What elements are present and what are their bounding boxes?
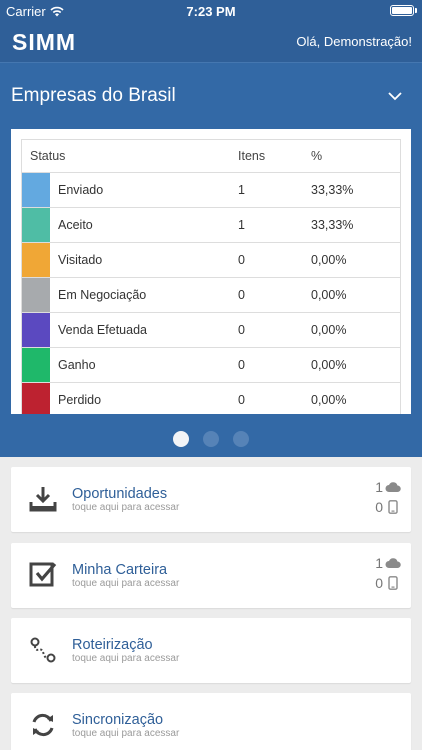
status-label: Perdido — [50, 382, 230, 414]
wifi-icon — [50, 6, 64, 17]
status-label: Aceito — [50, 207, 230, 243]
menu-title: Minha Carteira — [72, 562, 168, 578]
status-summary-card: Status Itens % Enviado 1 33,33% Aceito 1… — [11, 129, 411, 414]
battery-icon — [390, 5, 417, 16]
status-percent: 0,00% — [303, 382, 401, 414]
status-label: Em Negociação — [50, 277, 230, 313]
status-table: Status Itens % Enviado 1 33,33% Aceito 1… — [21, 139, 401, 414]
menu-title: Oportunidades — [72, 486, 168, 502]
status-label: Venda Efetuada — [50, 312, 230, 348]
status-percent: 33,33% — [303, 207, 401, 243]
table-header-row: Status Itens % — [21, 139, 401, 173]
page-dot[interactable] — [173, 431, 189, 447]
cloud-count: 1 — [375, 555, 383, 571]
status-items: 1 — [230, 172, 303, 208]
status-bar: Carrier 7:23 PM — [0, 0, 422, 22]
company-name[interactable]: Empresas do Brasil — [11, 85, 176, 106]
status-color-swatch — [22, 173, 50, 207]
checkbox-icon — [29, 562, 57, 587]
menu-item-roteirizacao[interactable]: Roteirização toque aqui para acessar — [11, 618, 411, 683]
table-row: Venda Efetuada 0 0,00% — [21, 312, 401, 348]
table-row: Aceito 1 33,33% — [21, 207, 401, 243]
status-items: 0 — [230, 242, 303, 278]
status-percent: 0,00% — [303, 277, 401, 313]
page-dot[interactable] — [233, 431, 249, 447]
menu-item-minha-carteira[interactable]: Minha Carteira toque aqui para acessar 1… — [11, 543, 411, 608]
route-icon — [30, 637, 56, 663]
column-header-items: Itens — [230, 139, 303, 173]
status-percent: 0,00% — [303, 347, 401, 383]
cloud-count: 1 — [375, 479, 383, 495]
status-percent: 33,33% — [303, 172, 401, 208]
carrier-label: Carrier — [6, 4, 46, 19]
clock: 7:23 PM — [186, 4, 236, 19]
status-label: Enviado — [50, 172, 230, 208]
menu-subtitle: toque aqui para acessar — [72, 502, 180, 513]
status-color-swatch — [22, 383, 50, 414]
page-dot[interactable] — [203, 431, 219, 447]
menu-title: Roteirização — [72, 637, 153, 653]
phone-icon — [388, 576, 398, 590]
status-color-swatch — [22, 243, 50, 277]
status-percent: 0,00% — [303, 242, 401, 278]
table-row: Enviado 1 33,33% — [21, 172, 401, 208]
status-items: 0 — [230, 277, 303, 313]
status-percent: 0,00% — [303, 312, 401, 348]
phone-icon — [388, 500, 398, 514]
table-row: Perdido 0 0,00% — [21, 382, 401, 414]
inbox-download-icon — [29, 487, 57, 512]
status-items: 0 — [230, 382, 303, 414]
dashboard-panel[interactable]: Empresas do Brasil Status Itens % Enviad… — [0, 62, 422, 457]
device-count: 0 — [375, 575, 383, 591]
table-row: Visitado 0 0,00% — [21, 242, 401, 278]
sync-icon — [32, 713, 54, 737]
app-header: SIMM Olá, Demonstração! — [0, 22, 422, 62]
status-label: Visitado — [50, 242, 230, 278]
app-logo: SIMM — [12, 29, 77, 55]
menu-subtitle: toque aqui para acessar — [72, 653, 180, 664]
cloud-icon — [385, 482, 401, 492]
status-color-swatch — [22, 313, 50, 347]
user-greeting[interactable]: Olá, Demonstração! — [296, 34, 412, 49]
column-header-status: Status — [21, 139, 230, 173]
column-header-percent: % — [303, 139, 401, 173]
menu-subtitle: toque aqui para acessar — [72, 578, 180, 589]
page-indicator[interactable] — [0, 431, 422, 447]
status-items: 0 — [230, 347, 303, 383]
device-count: 0 — [375, 499, 383, 515]
status-items: 0 — [230, 312, 303, 348]
status-items: 1 — [230, 207, 303, 243]
chevron-down-icon[interactable] — [388, 89, 402, 103]
menu-item-sincronizacao[interactable]: Sincronização toque aqui para acessar — [11, 693, 411, 750]
menu-item-oportunidades[interactable]: Oportunidades toque aqui para acessar 1 … — [11, 467, 411, 532]
menu-subtitle: toque aqui para acessar — [72, 728, 180, 739]
status-label: Ganho — [50, 347, 230, 383]
table-row: Ganho 0 0,00% — [21, 347, 401, 383]
menu-title: Sincronização — [72, 712, 164, 728]
status-color-swatch — [22, 348, 50, 382]
status-color-swatch — [22, 278, 50, 312]
cloud-icon — [385, 558, 401, 568]
carrier: Carrier — [6, 4, 64, 19]
status-color-swatch — [22, 208, 50, 242]
table-row: Em Negociação 0 0,00% — [21, 277, 401, 313]
